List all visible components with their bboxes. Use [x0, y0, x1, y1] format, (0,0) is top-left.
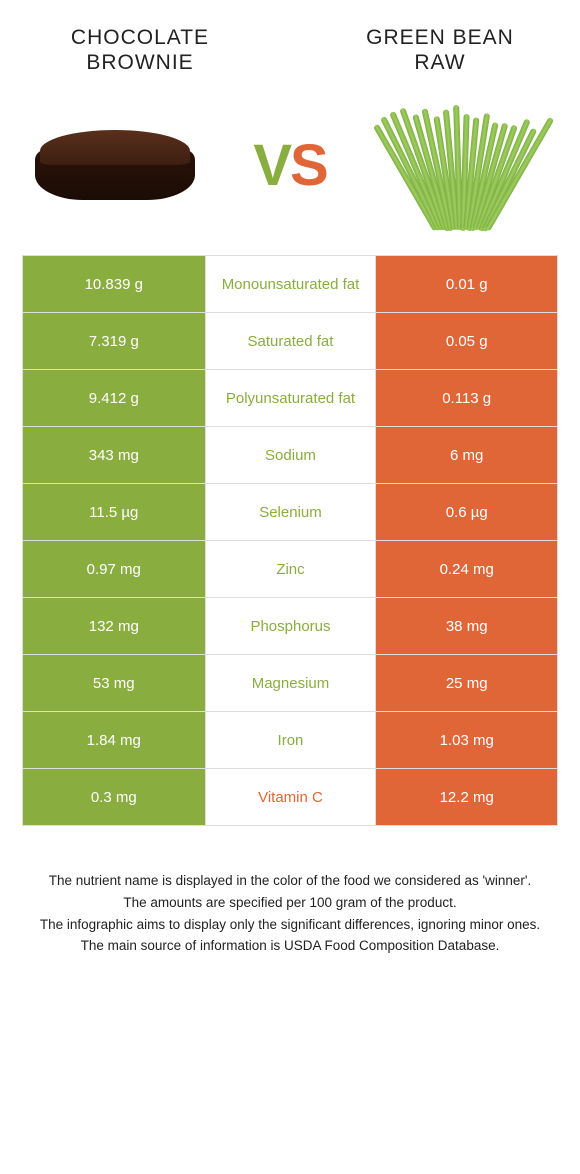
vs-s: S — [290, 133, 327, 198]
nutrient-name: Zinc — [205, 541, 376, 597]
title-left-line2: BROWNIE — [86, 51, 193, 74]
header: CHOCOLATE BROWNIE GREEN BEAN RAW — [0, 0, 580, 85]
value-right: 38 mg — [375, 598, 557, 654]
table-row: 11.5 µgSelenium0.6 µg — [23, 483, 557, 540]
title-left: CHOCOLATE BROWNIE — [40, 25, 240, 75]
table-row: 53 mgMagnesium25 mg — [23, 654, 557, 711]
value-right: 0.05 g — [375, 313, 557, 369]
title-right-line2: RAW — [414, 51, 465, 74]
infographic-container: CHOCOLATE BROWNIE GREEN BEAN RAW VS 10.8… — [0, 0, 580, 956]
footnote-line: The nutrient name is displayed in the co… — [30, 871, 550, 891]
value-left: 9.412 g — [23, 370, 205, 426]
brownie-image — [30, 95, 200, 235]
value-right: 25 mg — [375, 655, 557, 711]
title-right-line1: GREEN BEAN — [366, 26, 514, 49]
value-left: 132 mg — [23, 598, 205, 654]
value-left: 0.97 mg — [23, 541, 205, 597]
nutrient-name: Vitamin C — [205, 769, 376, 825]
footnote-line: The infographic aims to display only the… — [30, 915, 550, 935]
table-row: 0.97 mgZinc0.24 mg — [23, 540, 557, 597]
image-row: VS — [0, 85, 580, 255]
value-left: 343 mg — [23, 427, 205, 483]
nutrient-name: Monounsaturated fat — [205, 256, 376, 312]
table-row: 132 mgPhosphorus38 mg — [23, 597, 557, 654]
value-left: 11.5 µg — [23, 484, 205, 540]
table-row: 343 mgSodium6 mg — [23, 426, 557, 483]
footnote-line: The main source of information is USDA F… — [30, 936, 550, 956]
green-bean-image — [380, 95, 550, 235]
value-right: 0.01 g — [375, 256, 557, 312]
table-row: 1.84 mgIron1.03 mg — [23, 711, 557, 768]
value-right: 6 mg — [375, 427, 557, 483]
nutrient-name: Magnesium — [205, 655, 376, 711]
table-row: 0.3 mgVitamin C12.2 mg — [23, 768, 557, 825]
nutrient-name: Saturated fat — [205, 313, 376, 369]
table-row: 7.319 gSaturated fat0.05 g — [23, 312, 557, 369]
nutrient-table: 10.839 gMonounsaturated fat0.01 g7.319 g… — [22, 255, 558, 826]
footnote-line: The amounts are specified per 100 gram o… — [30, 893, 550, 913]
value-left: 7.319 g — [23, 313, 205, 369]
title-left-line1: CHOCOLATE — [71, 26, 209, 49]
nutrient-name: Sodium — [205, 427, 376, 483]
table-row: 9.412 gPolyunsaturated fat0.113 g — [23, 369, 557, 426]
value-right: 1.03 mg — [375, 712, 557, 768]
value-right: 12.2 mg — [375, 769, 557, 825]
nutrient-name: Phosphorus — [205, 598, 376, 654]
value-right: 0.113 g — [375, 370, 557, 426]
value-right: 0.6 µg — [375, 484, 557, 540]
vs-v: V — [253, 133, 290, 198]
value-left: 1.84 mg — [23, 712, 205, 768]
value-right: 0.24 mg — [375, 541, 557, 597]
footnotes: The nutrient name is displayed in the co… — [30, 871, 550, 955]
value-left: 10.839 g — [23, 256, 205, 312]
nutrient-name: Polyunsaturated fat — [205, 370, 376, 426]
nutrient-name: Iron — [205, 712, 376, 768]
title-right: GREEN BEAN RAW — [340, 25, 540, 75]
value-left: 53 mg — [23, 655, 205, 711]
vs-label: VS — [253, 132, 326, 199]
value-left: 0.3 mg — [23, 769, 205, 825]
table-row: 10.839 gMonounsaturated fat0.01 g — [23, 255, 557, 312]
nutrient-name: Selenium — [205, 484, 376, 540]
